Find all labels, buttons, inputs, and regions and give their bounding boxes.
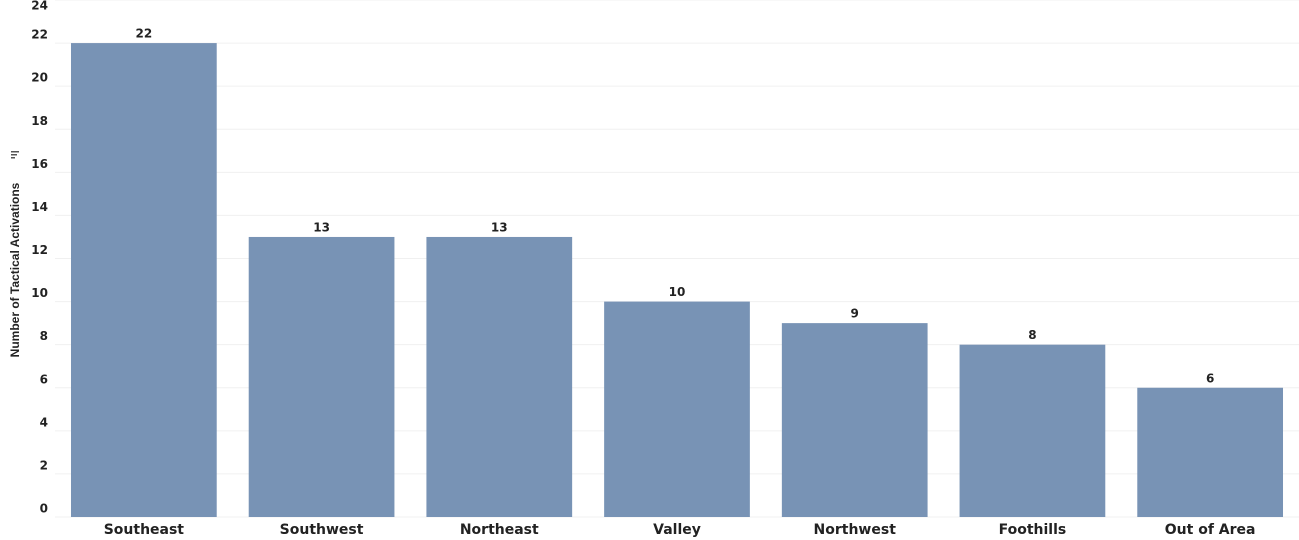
value-label: 10 — [669, 285, 686, 299]
x-tick-label: Northeast — [460, 522, 539, 538]
bar — [959, 344, 1106, 517]
sort-icon[interactable] — [11, 151, 19, 159]
y-axis-label: Number of Tactical Activations — [8, 182, 22, 357]
bar — [781, 323, 928, 517]
x-tick-label: Northwest — [814, 522, 897, 538]
value-label: 13 — [313, 220, 330, 234]
x-tick-label: Out of Area — [1165, 522, 1256, 538]
bar — [604, 301, 750, 517]
y-tick-label: 0 — [40, 502, 48, 516]
x-tick-label: Southwest — [280, 522, 364, 538]
y-tick-label: 8 — [40, 329, 48, 343]
bar — [70, 43, 217, 517]
y-tick-label: 16 — [31, 157, 48, 171]
y-tick-label: 24 — [31, 0, 48, 13]
x-tick-label: Southeast — [104, 522, 185, 538]
y-tick-label: 18 — [31, 114, 48, 128]
x-tick-label: Valley — [653, 522, 701, 538]
y-tick-label: 6 — [40, 372, 48, 386]
value-label: 13 — [491, 220, 508, 234]
y-tick-label: 14 — [31, 200, 48, 214]
value-label: 8 — [1028, 328, 1036, 342]
x-tick-label: Foothills — [999, 522, 1067, 538]
y-tick-label: 20 — [31, 71, 48, 85]
value-label: 9 — [851, 307, 859, 321]
bar — [426, 236, 573, 518]
bar — [248, 236, 395, 518]
y-tick-label: 2 — [40, 458, 48, 472]
y-tick-label: 22 — [31, 28, 48, 42]
value-label: 22 — [136, 27, 153, 41]
bar — [1137, 387, 1284, 517]
value-label: 6 — [1206, 371, 1214, 385]
y-tick-label: 4 — [40, 415, 48, 429]
y-tick-label: 12 — [31, 243, 48, 257]
y-tick-label: 10 — [31, 286, 48, 300]
